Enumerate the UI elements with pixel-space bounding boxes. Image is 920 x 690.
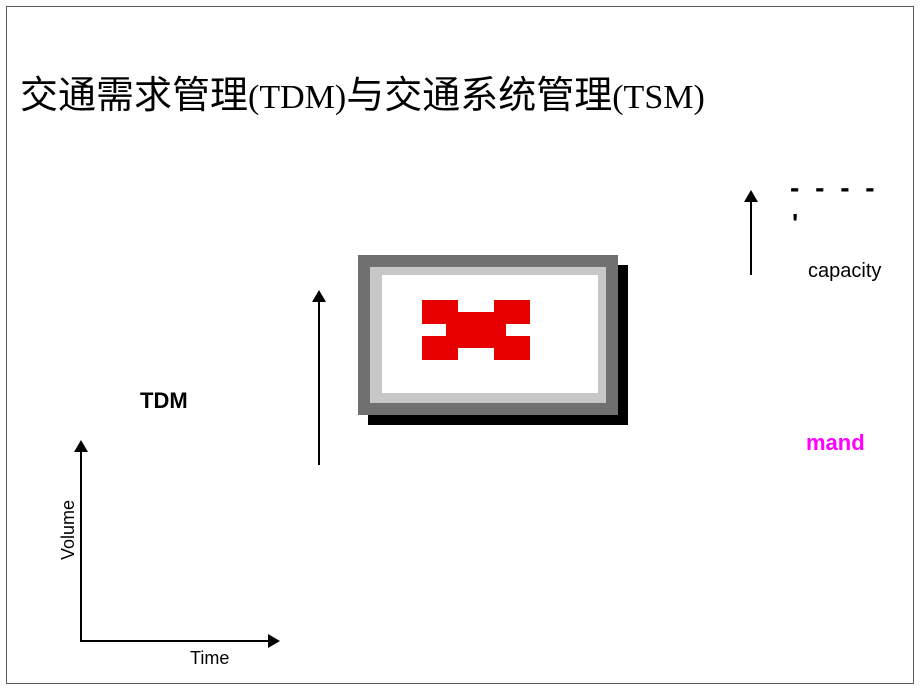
red-pixel xyxy=(434,348,446,360)
red-pixel xyxy=(482,312,494,324)
red-pixel xyxy=(506,336,518,348)
red-pixel xyxy=(518,312,530,324)
title-paren1: (TDM) xyxy=(248,79,346,116)
y-axis-label: Volume xyxy=(58,500,79,560)
red-pixel xyxy=(494,324,506,336)
red-pixel xyxy=(470,324,482,336)
tick-mark: ' xyxy=(792,208,798,239)
red-pixel xyxy=(446,348,458,360)
red-pixel xyxy=(446,312,458,324)
red-pixel xyxy=(458,336,470,348)
red-pixel xyxy=(506,312,518,324)
red-pixel xyxy=(470,336,482,348)
title-seg2: 与交通系统管理 xyxy=(346,75,612,117)
x-axis xyxy=(80,640,270,642)
x-axis-label: Time xyxy=(190,648,229,669)
red-pixel xyxy=(494,348,506,360)
red-pixel xyxy=(518,348,530,360)
red-pixel xyxy=(494,300,506,312)
slide-title: 交通需求管理(TDM)与交通系统管理(TSM) xyxy=(20,64,900,119)
red-pixel xyxy=(458,312,470,324)
red-pixel xyxy=(482,324,494,336)
red-pixel xyxy=(422,336,434,348)
red-pixel xyxy=(470,312,482,324)
title-seg1: 交通需求管理 xyxy=(20,75,248,117)
tdm-label: TDM xyxy=(140,388,188,414)
red-pixel xyxy=(482,336,494,348)
red-pixel xyxy=(422,300,434,312)
red-pixel xyxy=(434,312,446,324)
red-pixel xyxy=(506,348,518,360)
red-pixel xyxy=(458,324,470,336)
capacity-label: capacity xyxy=(808,260,881,283)
right-up-arrow xyxy=(750,200,752,275)
red-pixel xyxy=(518,300,530,312)
red-pixel xyxy=(494,312,506,324)
red-pixel xyxy=(518,336,530,348)
red-pixel xyxy=(422,348,434,360)
red-pixel xyxy=(506,300,518,312)
y-axis xyxy=(80,450,82,640)
red-pixel xyxy=(422,312,434,324)
red-pixel xyxy=(446,324,458,336)
mand-label: mand xyxy=(806,430,865,456)
mid-up-arrow xyxy=(318,300,320,465)
dashes: - - - - xyxy=(790,172,879,204)
red-pixel xyxy=(446,336,458,348)
red-pixel xyxy=(434,336,446,348)
title-paren2: (TSM) xyxy=(612,79,705,116)
red-pixel xyxy=(446,300,458,312)
red-pixel xyxy=(434,300,446,312)
red-pixel xyxy=(494,336,506,348)
